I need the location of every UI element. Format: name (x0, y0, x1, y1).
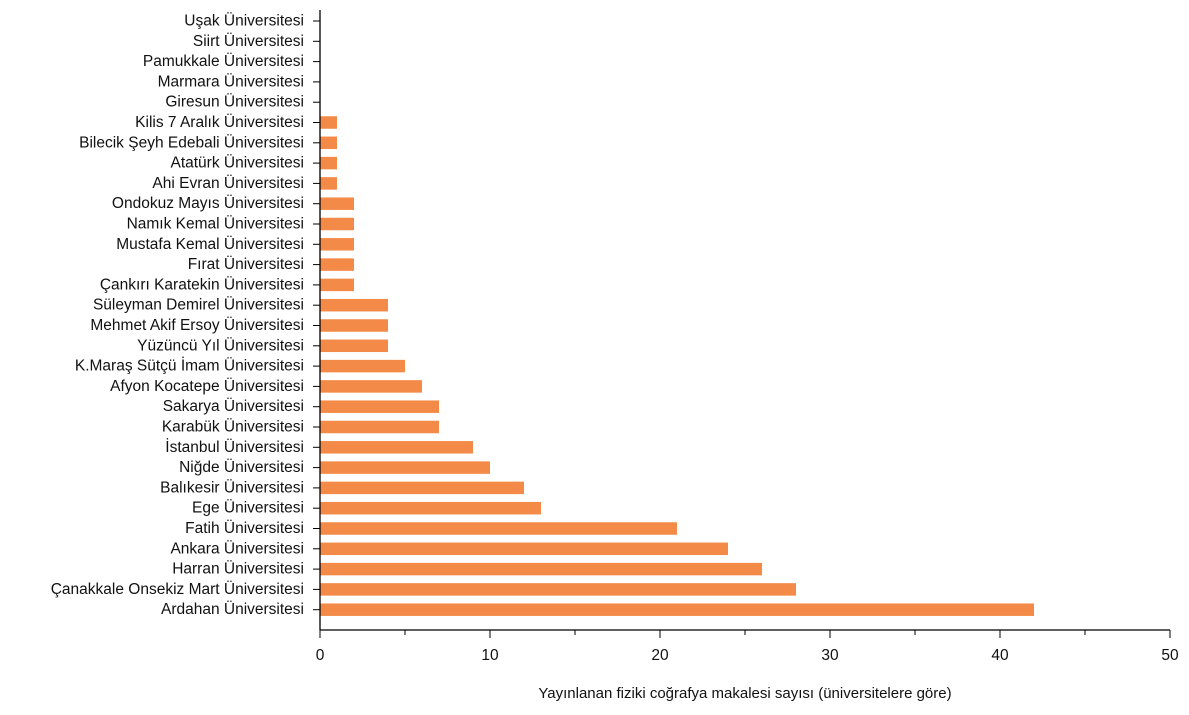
x-tick-label: 30 (821, 647, 839, 664)
bar (320, 562, 762, 576)
category-label: Siirt Üniversitesi (193, 32, 304, 50)
bar (320, 461, 490, 474)
category-label: Mehmet Akif Ersoy Üniversitesi (90, 316, 304, 334)
bar (320, 501, 541, 515)
bar (320, 156, 337, 170)
bar (320, 400, 439, 413)
category-label: Fatih Üniversitesi (185, 519, 304, 537)
bar (320, 116, 337, 129)
category-label: Bilecik Şeyh Edebali Üniversitesi (79, 133, 304, 151)
x-axis-ticks: 0 10 20 30 40 50 (316, 630, 1179, 664)
bar (320, 278, 354, 292)
category-labels: Uşak Üniversitesi Siirt Üniversitesi Pamuk… (51, 12, 304, 619)
category-label: Karabük Üniversitesi (162, 418, 304, 436)
bar (320, 319, 388, 332)
category-label: Marmara Üniversitesi (158, 72, 304, 90)
x-axis-title: Yayınlanan fiziki coğrafya makalesi sayı… (538, 685, 951, 702)
category-label: Kilis 7 Aralık Üniversitesi (135, 113, 304, 131)
category-label: Harran Üniversitesi (172, 560, 304, 578)
bar (320, 583, 796, 596)
bar (320, 380, 422, 393)
x-tick-label: 20 (651, 647, 669, 664)
category-label: Afyon Kocatepe Üniversitesi (110, 377, 304, 395)
category-label: İstanbul Üniversitesi (165, 438, 304, 456)
category-label: Mustafa Kemal Üniversitesi (116, 235, 304, 253)
bar (320, 177, 337, 190)
category-label: Atatürk Üniversitesi (170, 154, 304, 172)
category-label: Giresun Üniversitesi (165, 93, 304, 111)
y-axis-ticks (313, 20, 320, 611)
category-label: Sakarya Üniversitesi (163, 397, 304, 415)
category-label: Çanakkale Onsekiz Mart Üniversitesi (51, 580, 304, 598)
category-label: Ahi Evran Üniversitesi (152, 174, 304, 192)
bar (320, 522, 677, 535)
bar (320, 441, 473, 454)
category-label: Pamukkale Üniversitesi (143, 52, 304, 70)
x-tick-label: 40 (991, 647, 1009, 664)
category-label: Ege Üniversitesi (192, 499, 304, 517)
bar (320, 197, 354, 210)
category-label: K.Maraş Sütçü İmam Üniversitesi (75, 357, 304, 375)
category-label: Süleyman Demirel Üniversitesi (93, 296, 304, 314)
category-label: Çankırı Karatekin Üniversitesi (100, 275, 304, 293)
category-label: Ankara Üniversitesi (170, 539, 304, 557)
category-label: Yüzüncü Yıl Üniversitesi (137, 336, 304, 354)
bar (320, 136, 337, 150)
bars-group (320, 116, 1034, 616)
category-label: Uşak Üniversitesi (184, 12, 304, 30)
bar (320, 542, 728, 556)
category-label: Niğde Üniversitesi (179, 458, 304, 476)
bar (320, 359, 405, 373)
category-label: Ardahan Üniversitesi (161, 600, 304, 618)
bar (320, 258, 354, 271)
bar (320, 217, 354, 231)
bar (320, 420, 439, 434)
category-label: Balıkesir Üniversitesi (160, 478, 304, 496)
x-tick-label: 50 (1161, 647, 1179, 664)
bar (320, 481, 524, 495)
bar (320, 339, 388, 353)
category-label: Fırat Üniversitesi (188, 255, 304, 273)
bar (320, 298, 388, 312)
x-tick-label: 10 (481, 647, 499, 664)
category-label: Namık Kemal Üniversitesi (127, 215, 304, 233)
category-label: Ondokuz Mayıs Üniversitesi (112, 194, 304, 212)
x-tick-label: 0 (316, 647, 325, 664)
bar (320, 238, 354, 251)
bar (320, 603, 1034, 616)
